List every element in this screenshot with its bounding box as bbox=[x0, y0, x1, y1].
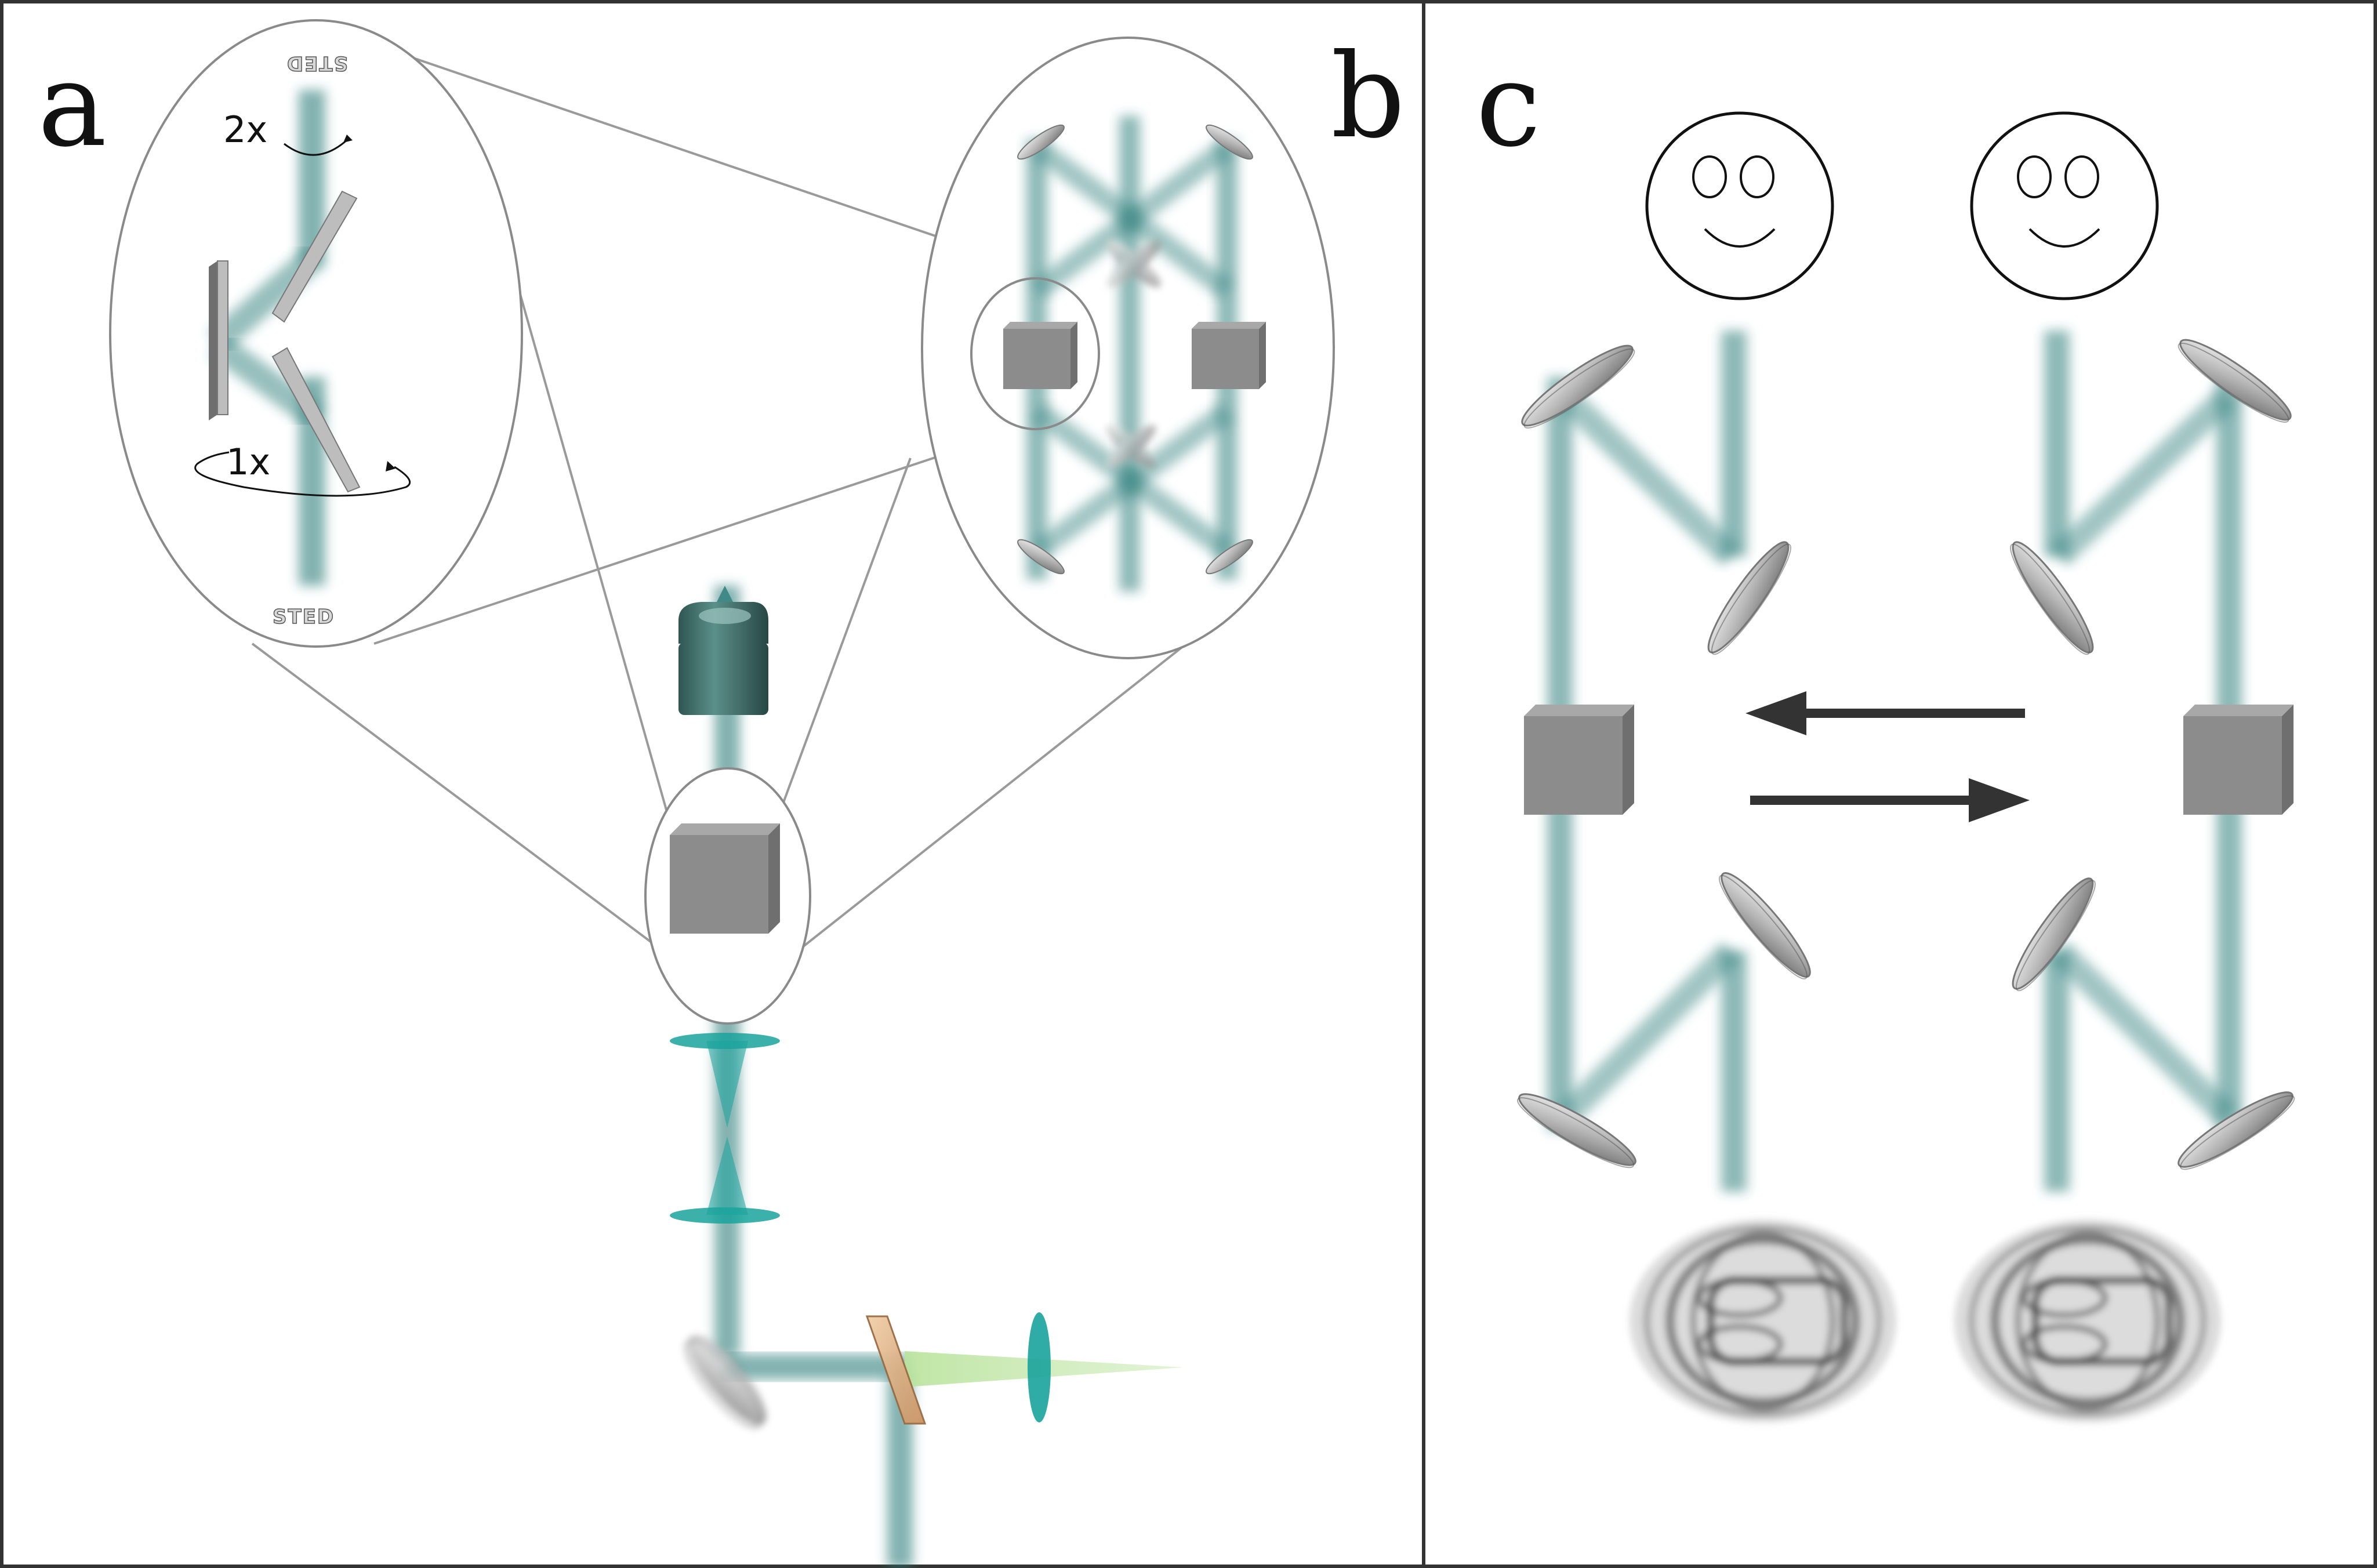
inset-a: 2x 1x STED STED bbox=[109, 19, 523, 648]
arrow-right-icon bbox=[1750, 778, 2030, 822]
scan-mirror bbox=[685, 1335, 767, 1428]
beam-splitter-right bbox=[2183, 705, 2293, 815]
lens-upper bbox=[670, 1033, 780, 1049]
donut-psf-icon bbox=[1954, 1219, 2221, 1422]
objective-lens bbox=[678, 586, 768, 715]
beam-splitter-cube bbox=[670, 823, 780, 934]
lens-lower bbox=[670, 1207, 780, 1224]
panel-letter-c: c bbox=[1476, 38, 1541, 173]
panel-letter-b: b bbox=[1331, 29, 1405, 164]
sted-label-bottom: STED bbox=[273, 605, 335, 629]
dichroic-mirror bbox=[865, 1315, 927, 1425]
zoom-lines bbox=[251, 37, 1199, 964]
rotation-label-2x: 2x bbox=[223, 108, 267, 151]
sted-label-top: STED bbox=[286, 52, 348, 75]
lens-excitation bbox=[1028, 1312, 1051, 1422]
arrow-left-icon bbox=[1745, 691, 2025, 735]
main-beam-path bbox=[706, 586, 1183, 1568]
beam-splitter-left bbox=[1524, 705, 1634, 815]
smiley-face-icon bbox=[1647, 113, 1832, 299]
inset-b bbox=[921, 37, 1335, 659]
donut-psf-icon bbox=[1630, 1219, 1896, 1422]
panel-c bbox=[1511, 113, 2301, 1422]
panel-letter-a: a bbox=[38, 38, 107, 173]
smiley-face-icon bbox=[1972, 113, 2157, 299]
rotation-label-1x: 1x bbox=[226, 441, 270, 483]
